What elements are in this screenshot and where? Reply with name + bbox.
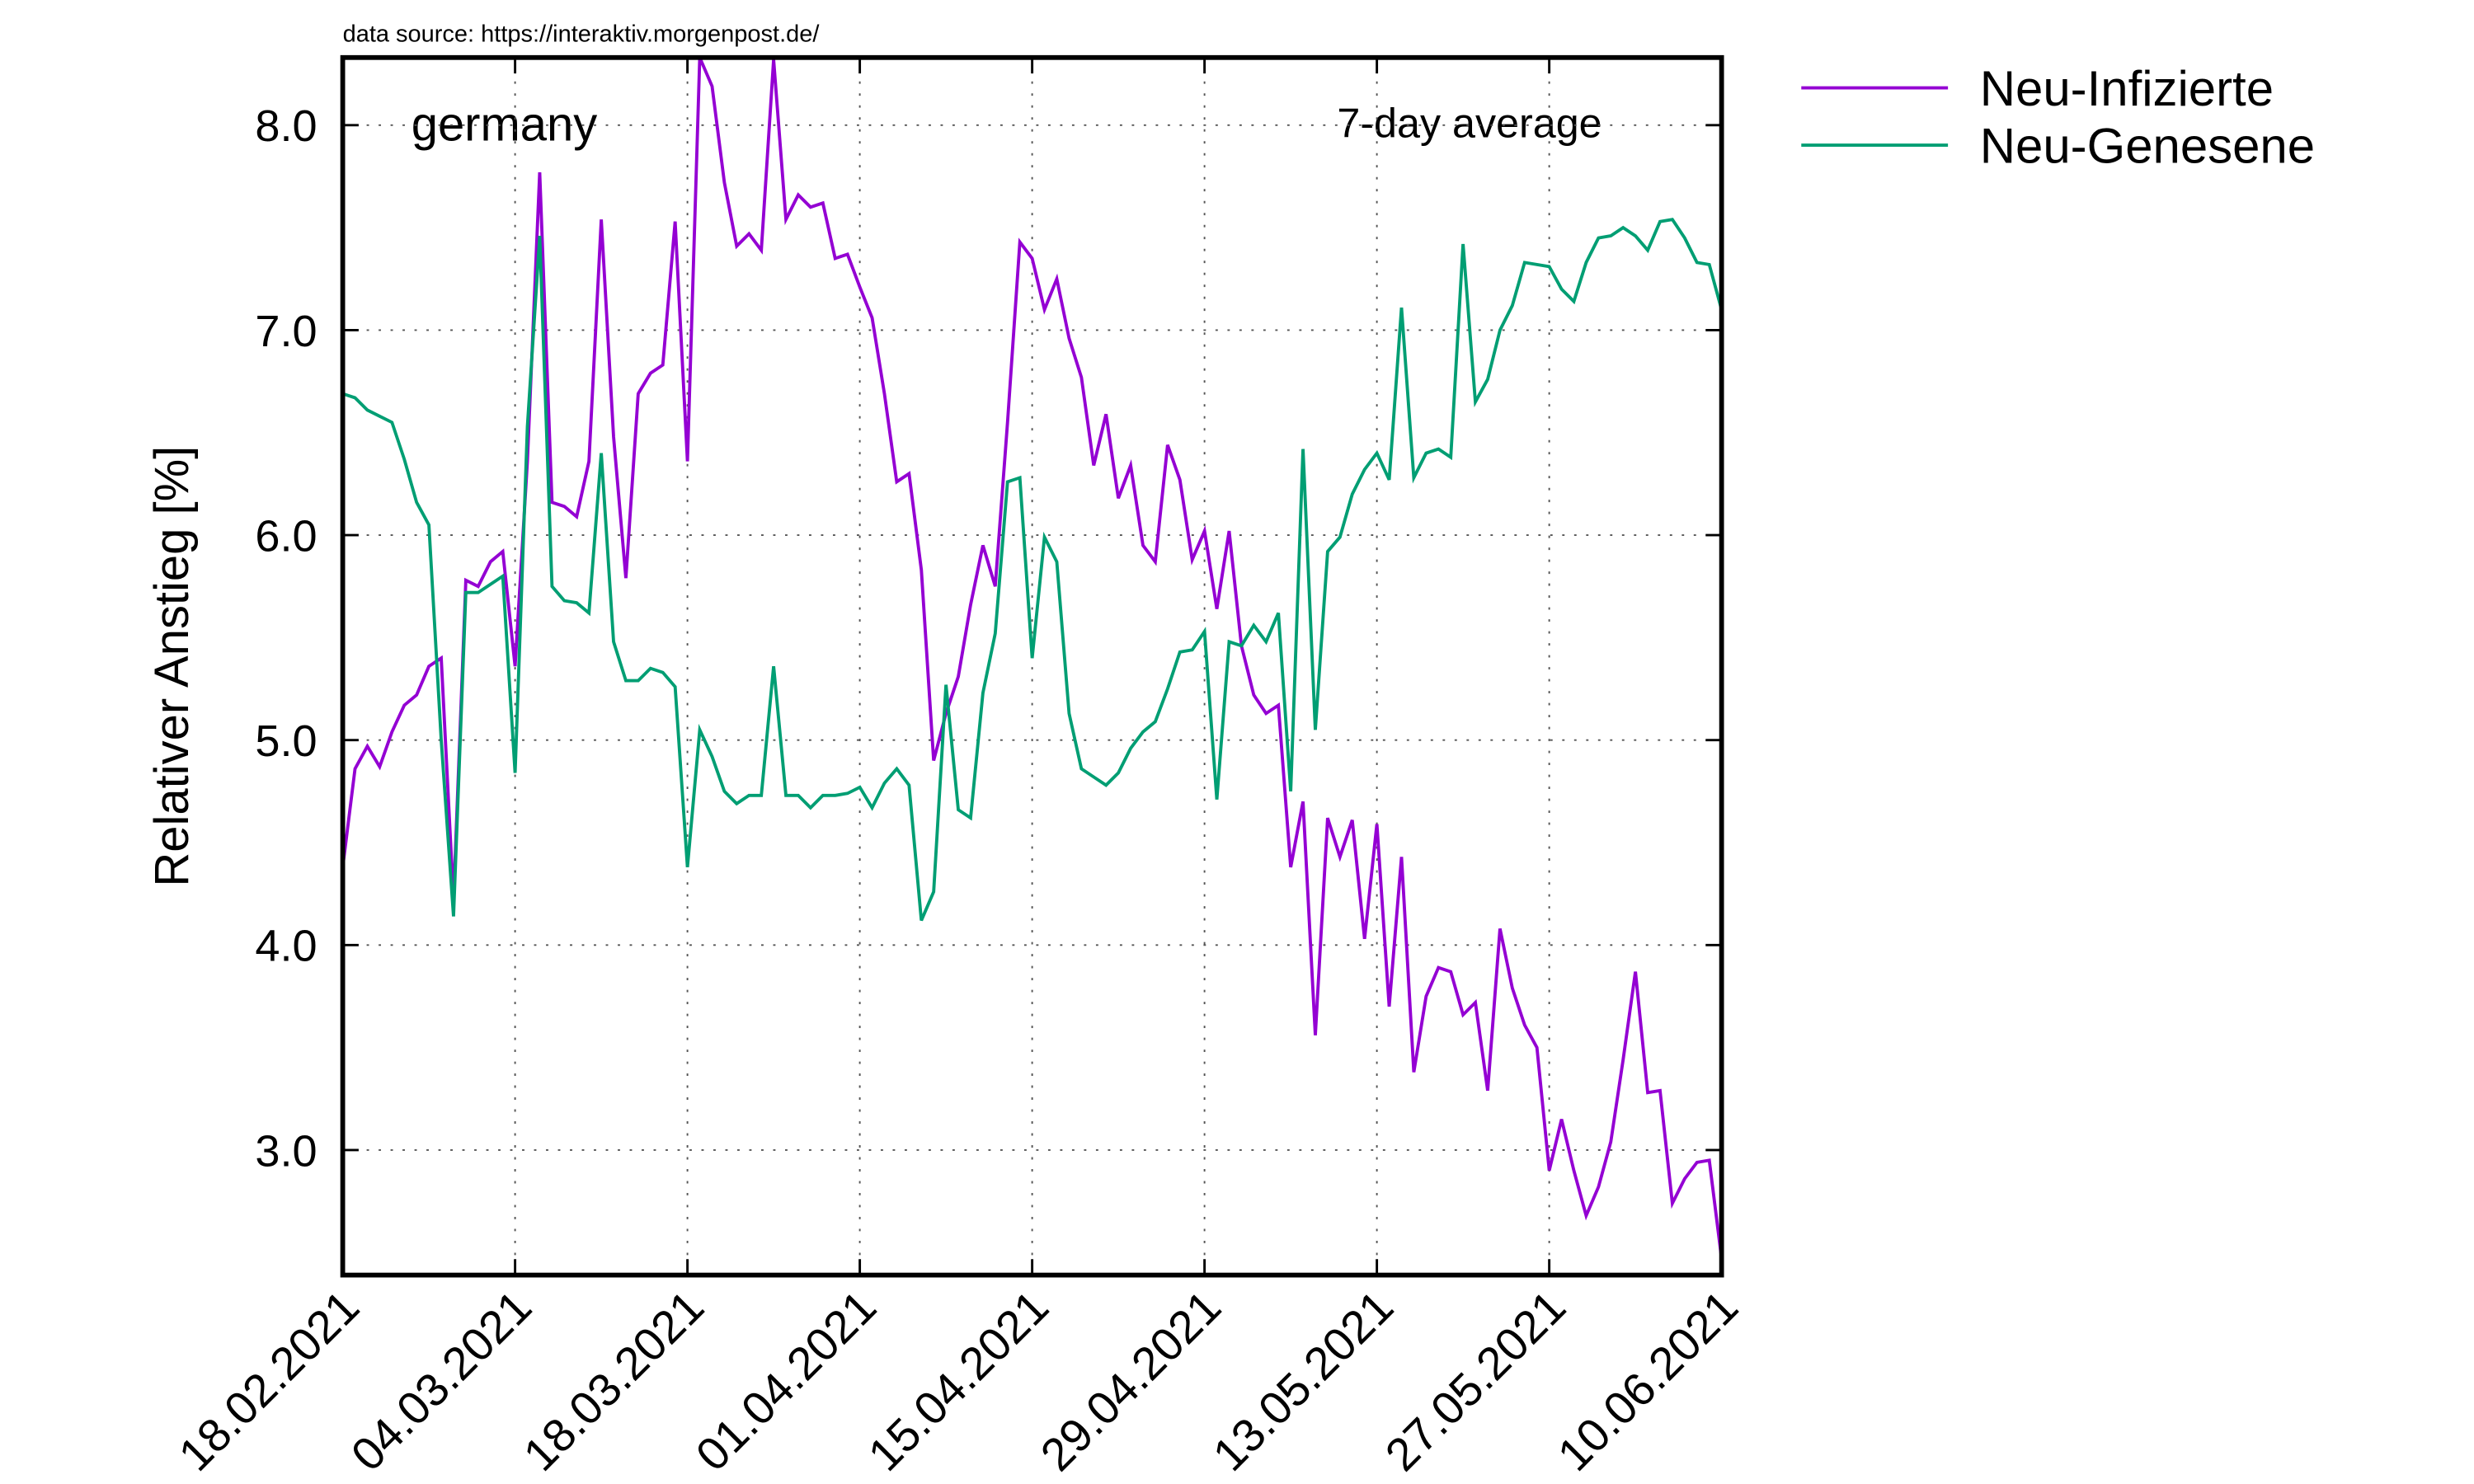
y-tick-label: 5.0 (255, 716, 317, 766)
y-tick-label: 4.0 (255, 922, 317, 971)
y-tick-label: 8.0 (255, 101, 317, 151)
series-line (342, 218, 1722, 922)
plot-border (340, 54, 1724, 1278)
y-tick-label: 7.0 (255, 307, 317, 356)
y-tick-label: 6.0 (255, 511, 317, 561)
chart-title: germany (412, 98, 598, 151)
annotation: 7-day average (1337, 100, 1602, 146)
source-note: data source: https://interaktiv.morgenpo… (343, 21, 821, 47)
y-tick-label: 3.0 (255, 1126, 317, 1176)
legend-label: Neu-Infizierte (1980, 61, 2274, 116)
series-line (342, 57, 1722, 1259)
y-axis-label: Relativer Anstieg [%] (146, 446, 199, 887)
legend-label: Neu-Genesene (1980, 118, 2315, 173)
